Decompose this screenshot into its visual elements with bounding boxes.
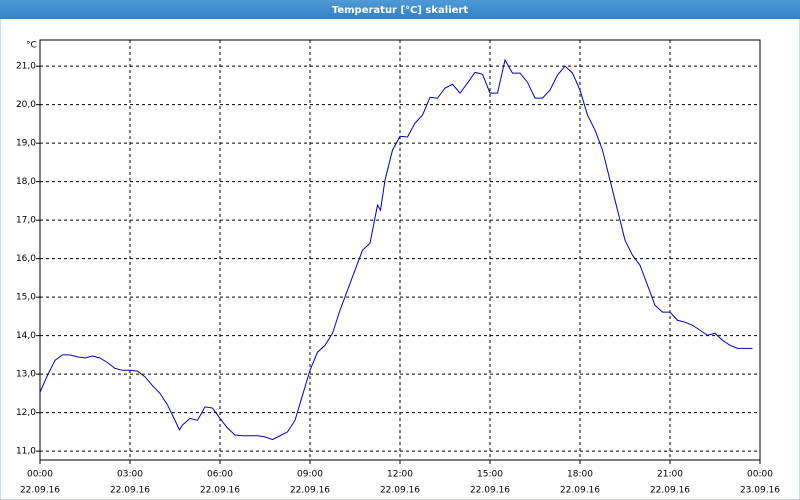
x-tick-label: 18:00 <box>567 470 593 480</box>
y-tick-label: 16,0 <box>16 254 36 264</box>
y-tick-label: 12,0 <box>16 408 36 418</box>
x-tick-date: 22.09.16 <box>470 486 510 496</box>
y-tick-label: 14,0 <box>16 331 36 341</box>
x-tick-date: 22.09.16 <box>200 486 240 496</box>
y-tick-label: 21,0 <box>16 62 36 72</box>
y-tick-label: 20,0 <box>16 100 36 110</box>
x-tick-label: 12:00 <box>387 470 413 480</box>
x-tick-date: 23.09.16 <box>740 486 780 496</box>
x-tick-date: 22.09.16 <box>560 486 600 496</box>
x-tick-label: 15:00 <box>477 470 503 480</box>
x-tick-date: 22.09.16 <box>290 486 330 496</box>
x-tick-label: 09:00 <box>297 470 323 480</box>
y-tick-label: 11,0 <box>16 447 36 457</box>
y-tick-label: 18,0 <box>16 177 36 187</box>
x-tick-label: 21:00 <box>657 470 683 480</box>
window-title: Temperatur [°C] skaliert <box>332 5 469 16</box>
x-tick-label: 00:00 <box>27 470 53 480</box>
x-tick-date: 22.09.16 <box>110 486 150 496</box>
temperature-line <box>39 58 753 441</box>
x-tick-label: 03:00 <box>117 470 143 480</box>
x-tick-label: 00:00 <box>747 470 773 480</box>
y-unit: °C <box>26 41 37 51</box>
y-tick-label: 13,0 <box>16 370 36 380</box>
title-bar <box>0 0 800 19</box>
y-tick-label: 19,0 <box>16 139 36 149</box>
x-tick-label: 06:00 <box>207 470 233 480</box>
x-tick-date: 22.09.16 <box>650 486 690 496</box>
y-tick-label: 15,0 <box>16 293 36 303</box>
x-tick-date: 22.09.16 <box>380 486 420 496</box>
y-tick-label: 17,0 <box>16 216 36 226</box>
x-tick-date: 22.09.16 <box>20 486 60 496</box>
